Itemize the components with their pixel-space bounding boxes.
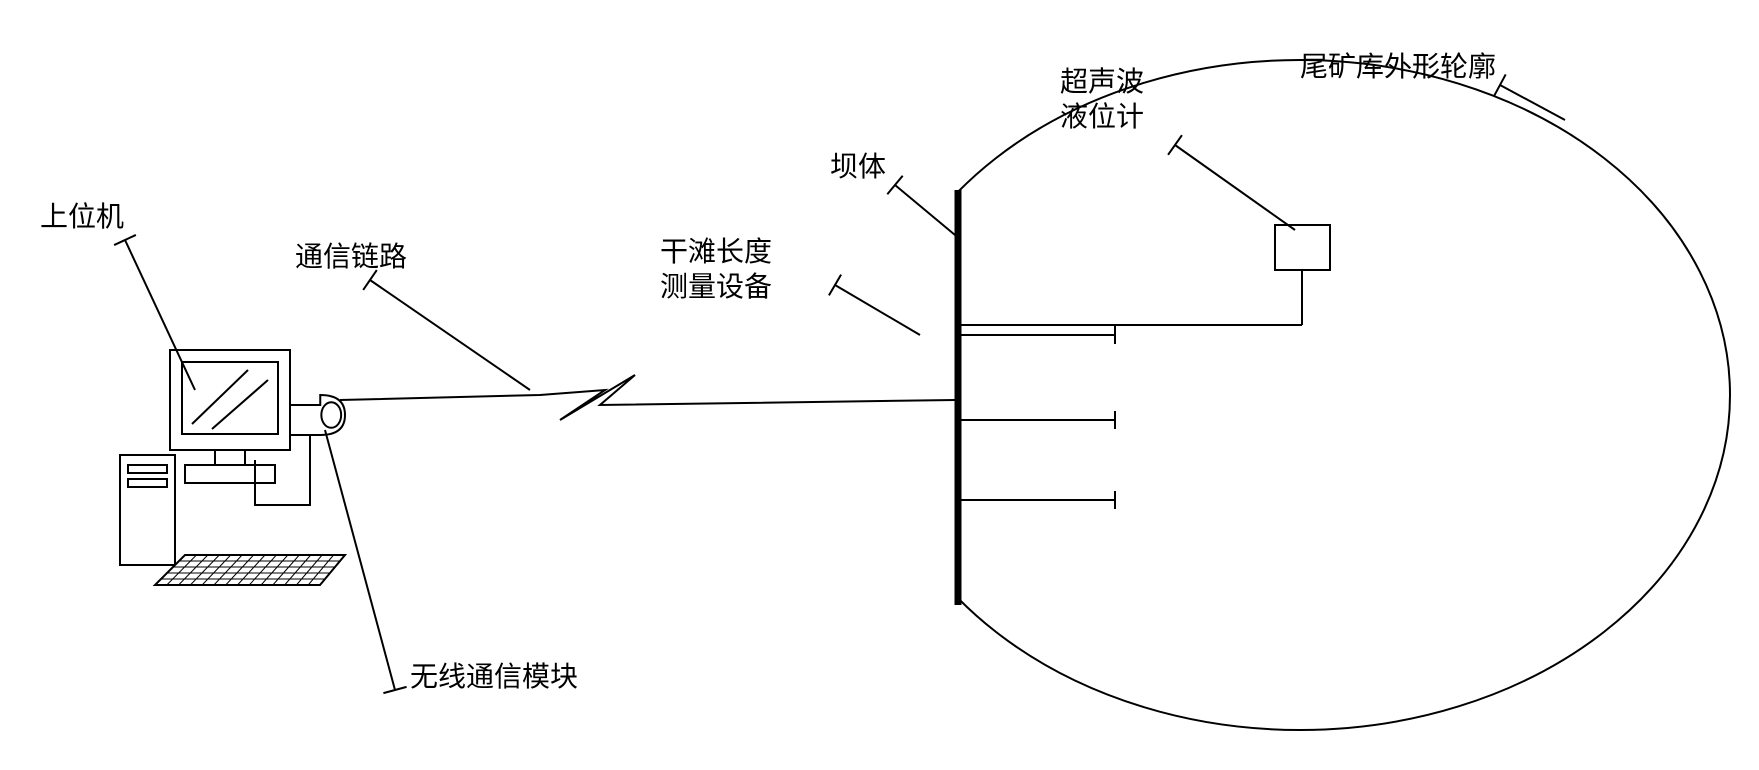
label-dry-beach: 干滩长度 测量设备 <box>660 235 772 305</box>
tailings-pond-outline <box>870 60 1730 730</box>
wireless-link-zigzag <box>340 375 955 420</box>
label-tailings-outline: 尾矿库外形轮廓 <box>1300 50 1496 85</box>
ultrasonic-sensor <box>960 225 1330 325</box>
label-comm-link: 通信链路 <box>295 240 407 275</box>
label-wireless-module: 无线通信模块 <box>410 660 578 695</box>
label-dam-body: 坝体 <box>830 150 886 185</box>
label-ultrasonic: 超声波 液位计 <box>1060 65 1144 135</box>
diagram-canvas <box>0 0 1759 770</box>
host-computer-icon <box>120 350 345 585</box>
wireless-module-icon <box>290 395 345 435</box>
label-host-pc: 上位机 <box>40 200 124 235</box>
dry-beach-probes <box>960 326 1115 509</box>
